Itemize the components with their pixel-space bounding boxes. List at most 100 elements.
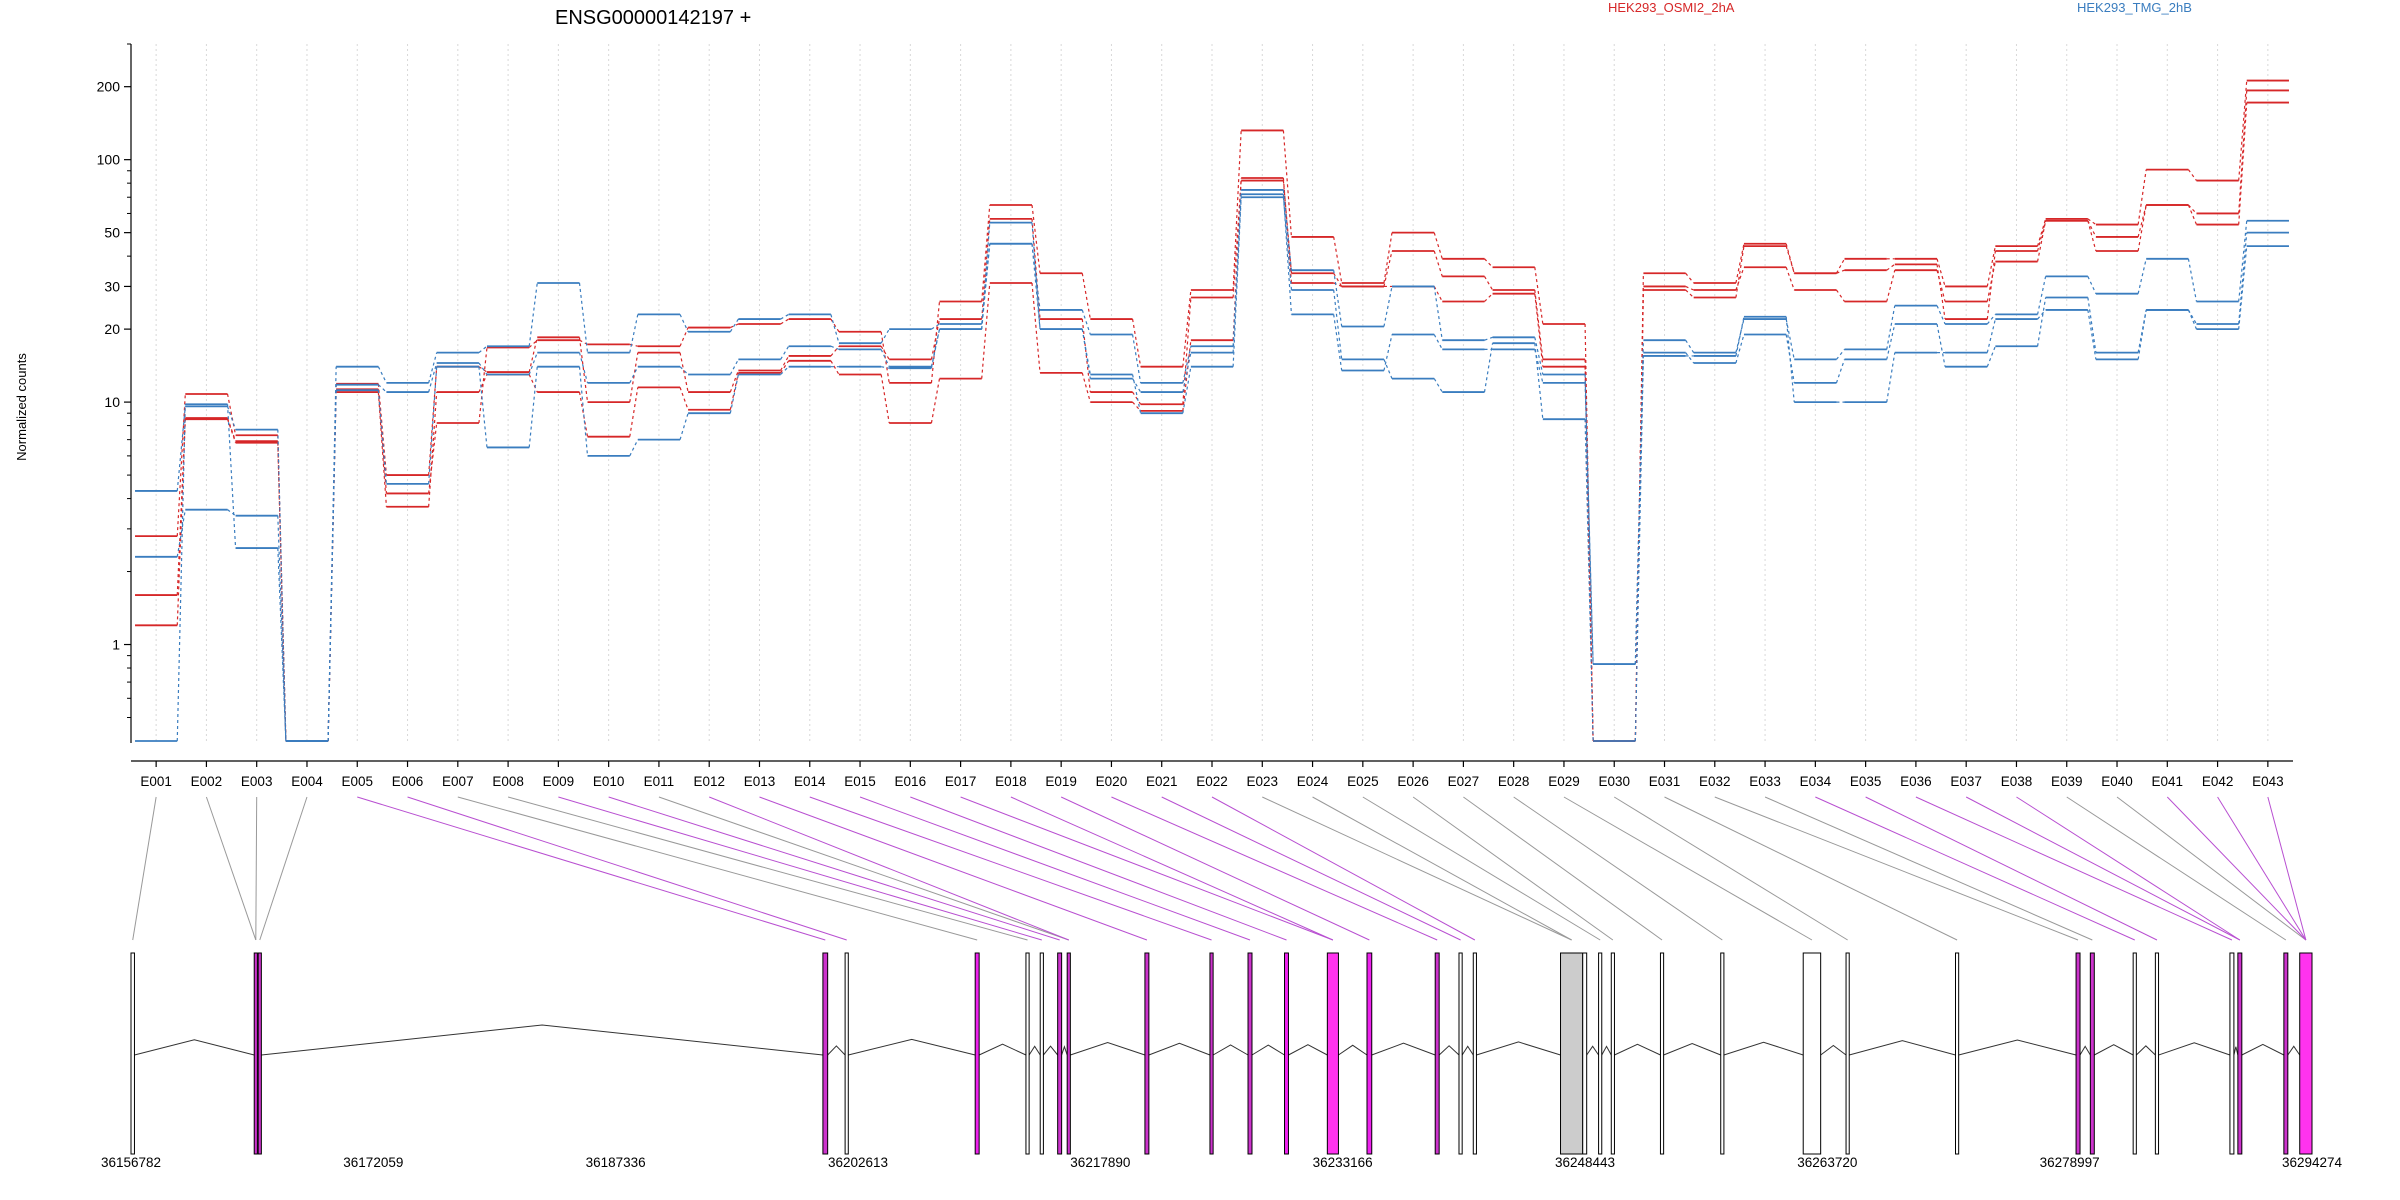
data-connector (2087, 309, 2097, 360)
exon-connector (759, 796, 1148, 941)
data-connector (377, 390, 388, 484)
intron-line (1288, 1044, 1328, 1056)
exon-connector (357, 796, 826, 941)
x-tick-label: E028 (1498, 774, 1530, 789)
data-connector (1534, 293, 1544, 367)
x-tick-label: E026 (1397, 774, 1429, 789)
series-6 (135, 196, 2289, 742)
data-connector (2037, 309, 2047, 320)
data-connector (1685, 285, 1694, 291)
data-connector (1081, 273, 1091, 320)
exon-box (1472, 952, 1477, 1155)
data-connector (428, 362, 438, 393)
genome-tick-label: 36233166 (1313, 1155, 1373, 1170)
data-connector (1986, 318, 1996, 353)
x-tick-label: E031 (1649, 774, 1681, 789)
data-connector (2238, 232, 2248, 325)
data-connector (2187, 309, 2198, 330)
data-connector (1685, 272, 1695, 284)
x-tick-label: E038 (2001, 774, 2033, 789)
exon-connector (2217, 796, 2307, 941)
data-connector (176, 404, 186, 742)
data-connector (930, 378, 941, 424)
data-connector (880, 328, 890, 344)
exon-box (1720, 952, 1725, 1155)
data-connector (1433, 250, 1443, 277)
data-connector (981, 204, 991, 302)
data-connector (679, 352, 689, 393)
x-tick-label: E027 (1448, 774, 1480, 789)
data-connector (629, 352, 639, 403)
exon-connector (1111, 796, 1438, 941)
data-connector (578, 352, 589, 384)
data-connector (2238, 90, 2248, 214)
data-connector (629, 387, 639, 437)
data-connector (830, 318, 840, 333)
exon-connector (910, 796, 1287, 941)
y-tick-label: 30 (104, 278, 120, 294)
exon-connector (1865, 796, 2158, 941)
data-connector (1785, 316, 1795, 403)
x-tick-label: E019 (1045, 774, 1077, 789)
data-connector (1132, 391, 1142, 405)
data-connector (2036, 220, 2047, 262)
x-tick-label: E014 (794, 774, 826, 789)
exon-connector (1714, 796, 2079, 941)
data-connector (1383, 286, 1393, 327)
data-connector (1685, 339, 1695, 353)
genome-tick-label: 36172059 (343, 1155, 403, 1170)
x-tick-label: E035 (1850, 774, 1882, 789)
exon-connector (507, 796, 1028, 941)
data-connector (1333, 314, 1343, 371)
data-connector (1333, 272, 1343, 287)
data-connector (1785, 318, 1795, 360)
intron-line (1148, 1042, 1211, 1056)
data-connector (1282, 197, 1293, 291)
data-connector (578, 366, 589, 456)
data-connector (981, 282, 991, 379)
data-connector (1735, 267, 1745, 291)
exon-connector (658, 796, 1069, 941)
exon-box (1025, 952, 1030, 1155)
intron-line (1663, 1043, 1721, 1056)
data-connector (1886, 323, 1896, 360)
x-axis: E001 E002 E003 E004 E005 E006 E007 E008 E009 E010… (131, 760, 2293, 789)
data-connector (2036, 276, 2047, 315)
intron-line (827, 1045, 846, 1056)
data-connector (1986, 250, 1996, 320)
x-tick-label: E006 (392, 774, 424, 789)
data-connector (1835, 258, 1846, 274)
data-connector (1936, 270, 1946, 302)
x-tick-label: E042 (2202, 774, 2234, 789)
data-connector (1634, 352, 1644, 665)
exon-box (1582, 952, 1588, 1155)
chart-title: ENSG00000142197 + (555, 7, 751, 29)
exon-connector (1463, 796, 1663, 941)
exon-connector (1412, 796, 1614, 941)
data-connector (1484, 336, 1493, 341)
data-connector (1081, 329, 1091, 375)
y-axis: 1 10 20 30 50 100 200 (97, 43, 132, 743)
genome-tick-label: 36187336 (586, 1155, 646, 1170)
exon-box (253, 952, 258, 1155)
data-connector (729, 370, 739, 393)
exon-connector (1563, 796, 1813, 941)
data-connector (1835, 348, 1845, 360)
data-connector (1685, 289, 1695, 298)
exon-connector (1513, 796, 1723, 941)
grid (155, 44, 2269, 741)
x-tick-label: E003 (241, 774, 273, 789)
x-tick-label: E039 (2051, 774, 2083, 789)
x-tick-label: E030 (1598, 774, 1630, 789)
data-connector (1132, 401, 1142, 412)
genome-tick-label: 36156782 (101, 1155, 161, 1170)
intron-line (1476, 1041, 1561, 1056)
data-connector (528, 352, 538, 375)
intron-line (1070, 1041, 1146, 1056)
data-connector (176, 509, 186, 557)
y-tick-label: 50 (104, 225, 120, 241)
y-tick-label: 200 (97, 79, 121, 95)
x-tick-label: E032 (1699, 774, 1731, 789)
exon-connector (1613, 796, 1848, 941)
x-tick-label: E023 (1247, 774, 1279, 789)
